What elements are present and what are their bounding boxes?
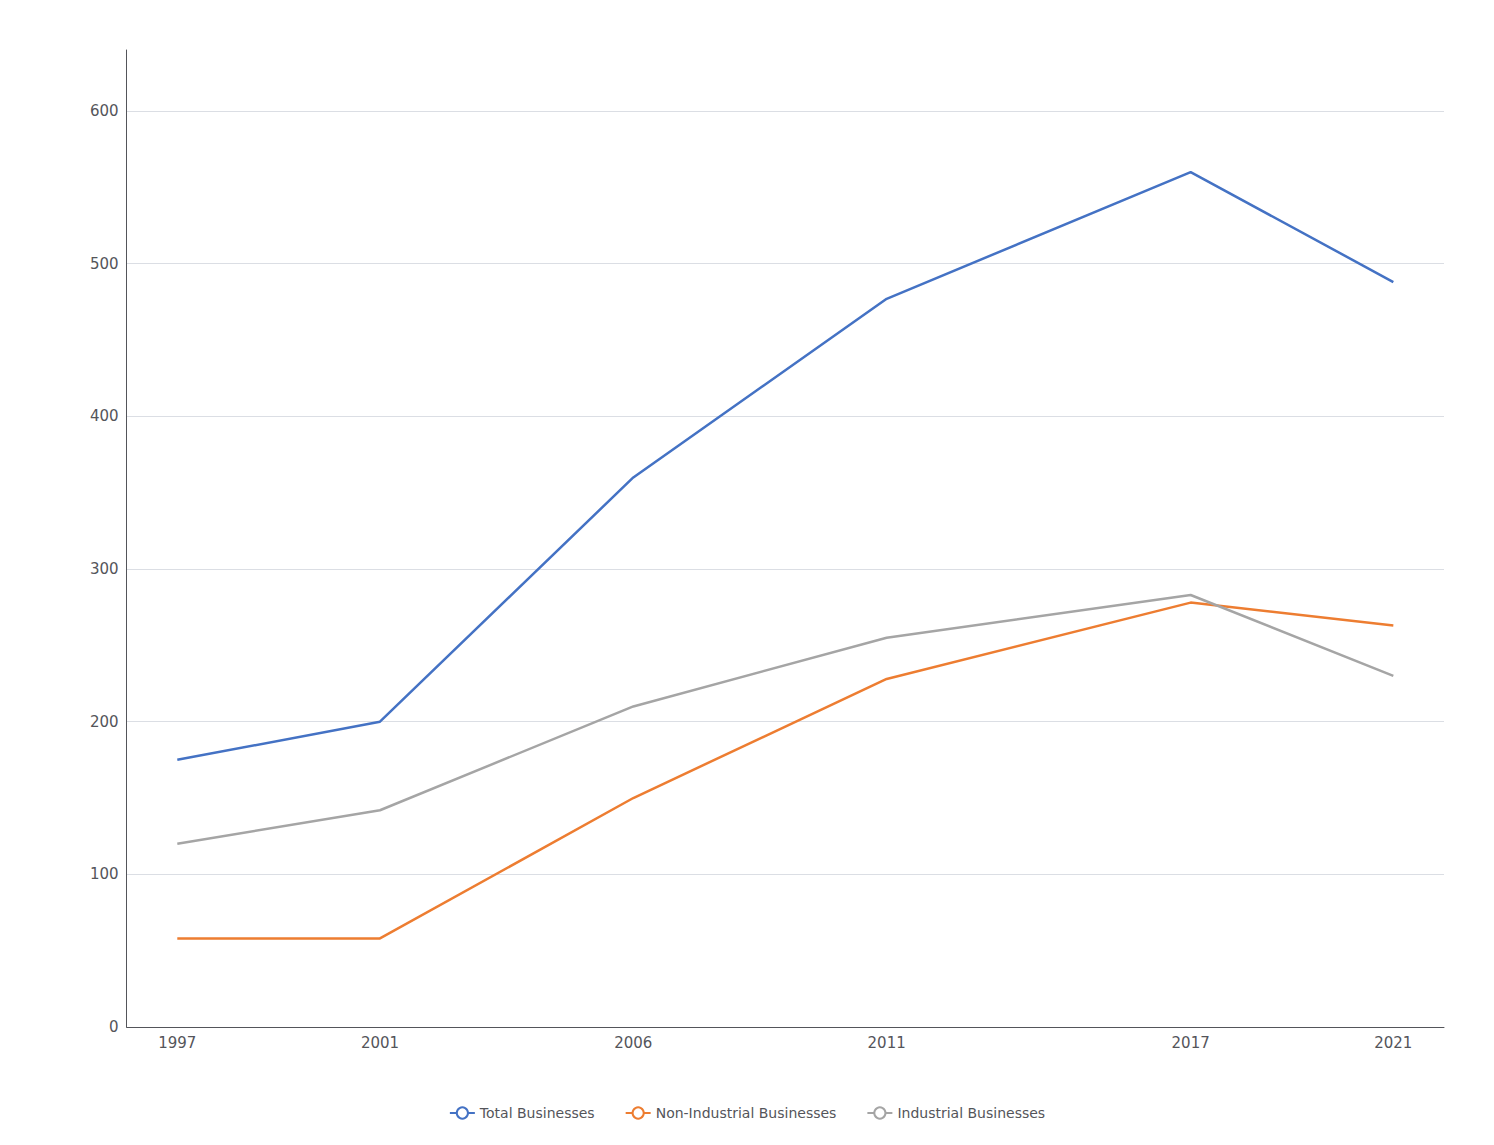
- svg-text:1997: 1997: [158, 1034, 196, 1052]
- svg-text:0: 0: [109, 1018, 119, 1036]
- svg-text:Non-Industrial Businesses: Non-Industrial Businesses: [656, 1105, 837, 1121]
- svg-text:300: 300: [90, 560, 119, 578]
- svg-text:600: 600: [90, 102, 119, 120]
- svg-text:200: 200: [90, 713, 119, 731]
- svg-text:2011: 2011: [868, 1034, 906, 1052]
- svg-text:400: 400: [90, 407, 119, 425]
- svg-text:100: 100: [90, 865, 119, 883]
- svg-text:2021: 2021: [1374, 1034, 1412, 1052]
- svg-text:500: 500: [90, 255, 119, 273]
- svg-text:2017: 2017: [1172, 1034, 1210, 1052]
- svg-text:Total Businesses: Total Businesses: [479, 1105, 595, 1121]
- svg-text:2001: 2001: [361, 1034, 399, 1052]
- svg-text:2006: 2006: [614, 1034, 652, 1052]
- svg-text:Industrial Businesses: Industrial Businesses: [897, 1105, 1045, 1121]
